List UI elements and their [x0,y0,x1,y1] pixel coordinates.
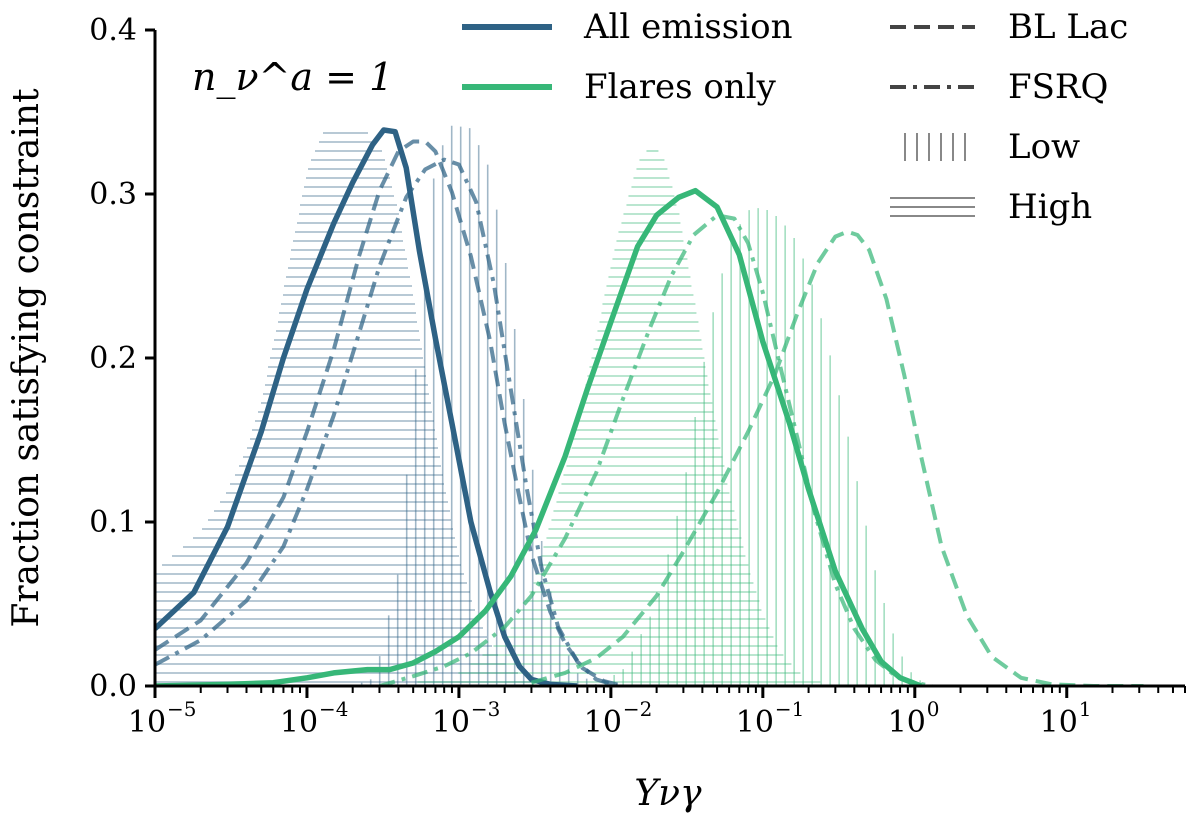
x-tick-exponent: −1 [775,697,804,721]
hatch-band [360,125,606,686]
axes: 0.00.10.20.30.410 −5 10 −4 10 −3 10 −2 10 −1 10 0 10… [89,13,1186,740]
annotation: n_ν^a = 1 [192,55,393,100]
x-tick-label: 10 [584,705,622,740]
x-tick-label: 10 [888,705,926,740]
legend-label: High [1008,187,1092,227]
x-tick-exponent: 1 [1079,697,1092,721]
series-line [378,213,933,686]
x-tick-label: 10 [432,705,470,740]
x-axis-title: Yνγ [634,773,702,814]
y-tick-label: 0.0 [89,669,137,704]
y-tick-label: 0.3 [89,177,137,212]
series-line [530,229,1144,686]
legend-label: All emission [583,7,792,47]
series-line [155,157,618,686]
legend-label: BL Lac [1008,7,1128,47]
x-tick-exponent: −2 [623,697,652,721]
x-tick-exponent: −5 [167,697,196,721]
hatch-band [417,150,821,683]
legend: All emission Flares only BL Lac FSRQ Low High [462,7,1128,227]
x-tick-label: 10 [1040,705,1078,740]
legend-swatch [904,133,966,161]
hatch-band [156,132,541,683]
x-tick-label: 10 [280,705,318,740]
series-line [155,127,578,686]
x-tick-exponent: −4 [319,697,348,721]
legend-label: FSRQ [1008,67,1108,107]
y-tick-label: 0.2 [89,341,137,376]
legend-label: Flares only [584,67,777,107]
series-lines [155,127,1144,686]
y-axis-title: Fraction satisfying constraint [6,88,47,628]
x-tick-label: 10 [736,705,774,740]
legend-swatch [890,197,975,217]
y-tick-label: 0.4 [89,13,137,48]
legend-label: Low [1008,127,1080,167]
y-tick-label: 0.1 [89,505,137,540]
x-tick-exponent: 0 [927,697,940,721]
x-tick-exponent: −3 [471,697,500,721]
x-tick-label: 10 [128,705,166,740]
hatch-bands [156,125,930,686]
series-line [155,139,624,686]
